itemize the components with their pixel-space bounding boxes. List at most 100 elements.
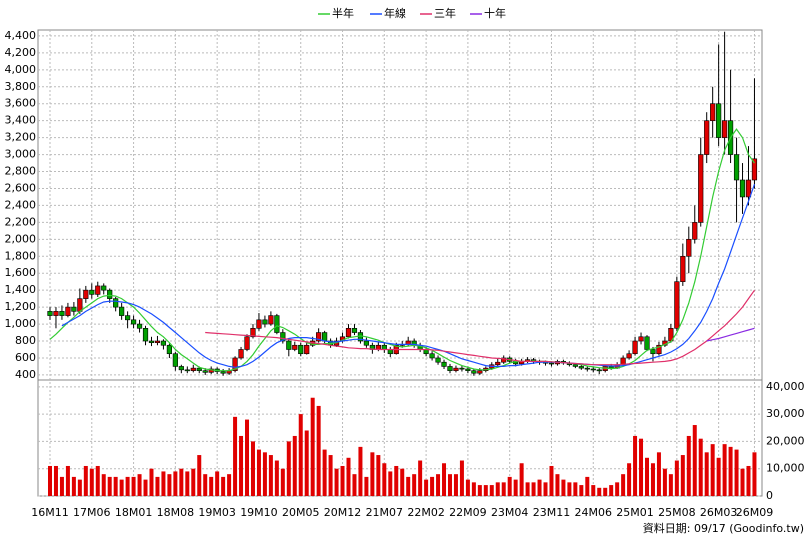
candle-body: [351, 328, 358, 333]
volume-bar: [567, 482, 572, 496]
candle-body: [274, 315, 280, 333]
x-tick-label: 18M08: [157, 506, 195, 519]
volume-bar: [406, 476, 411, 496]
y2-tick-label: 0: [766, 489, 773, 502]
y-tick-label: 600: [15, 351, 36, 364]
candle-body: [71, 306, 77, 312]
volume-bar: [83, 465, 88, 496]
volume-bar: [728, 446, 733, 496]
volume-bar: [131, 476, 136, 496]
volume-bar: [722, 444, 727, 496]
volume-bar: [59, 476, 64, 496]
volume-bar: [531, 482, 536, 496]
candle-body: [578, 366, 584, 369]
volume-bar: [298, 414, 303, 496]
volume-bar: [274, 460, 279, 496]
candle-body: [322, 332, 328, 342]
x-tick-label: 16M11: [31, 506, 69, 519]
volume-bar: [609, 485, 614, 496]
volume-bar: [591, 485, 596, 496]
volume-bar: [107, 476, 112, 496]
volume-bar: [412, 474, 417, 496]
candle-body: [704, 120, 710, 155]
volume-bar: [477, 485, 482, 496]
y-tick-label: 3,000: [5, 148, 37, 161]
candle-body: [220, 371, 226, 374]
candle-body: [142, 328, 149, 342]
x-tick-label: 20M05: [282, 506, 320, 519]
candle-body: [232, 357, 238, 371]
volume-bar: [746, 465, 751, 496]
volume-bar: [585, 476, 590, 496]
volume-bar: [304, 430, 309, 496]
volume-bar: [203, 474, 208, 496]
candle-body: [710, 103, 716, 121]
candle-body: [160, 340, 167, 346]
candle-body: [590, 368, 596, 371]
candle-body: [130, 319, 137, 325]
candle-body: [644, 336, 650, 350]
y-tick-label: 3,200: [5, 131, 37, 144]
volume-bar: [328, 455, 333, 496]
volume-bar: [388, 471, 393, 496]
candle-body: [459, 367, 465, 370]
candle-body: [113, 298, 119, 308]
ma-line: [49, 128, 755, 372]
volume-bar: [579, 485, 584, 496]
volume-bar: [101, 474, 106, 496]
volume-bar: [179, 468, 184, 496]
volume-bar: [627, 463, 632, 496]
candle-body: [184, 369, 190, 372]
candle-body: [244, 336, 250, 350]
candle-body: [154, 340, 161, 344]
y-tick-label: 1,000: [5, 317, 37, 330]
x-tick-label: 25M01: [616, 506, 654, 519]
candle-body: [471, 370, 477, 374]
volume-bar: [543, 482, 548, 496]
volume-bar: [561, 479, 566, 496]
y-tick-label: 4,000: [5, 63, 37, 76]
volume-bar: [430, 476, 435, 496]
x-tick-label: 19M10: [240, 506, 278, 519]
candle-body: [238, 349, 244, 359]
x-tick-label: 23M04: [491, 506, 529, 519]
volume-bar: [436, 474, 441, 496]
volume-bar: [442, 463, 447, 496]
volume-bar: [173, 471, 178, 496]
volume-bar: [322, 449, 327, 496]
candle-body: [686, 239, 692, 257]
volume-bar: [447, 474, 452, 496]
volume-bar: [95, 465, 100, 496]
y2-tick-label: 20,000: [766, 434, 805, 447]
candle-body: [101, 285, 107, 291]
volume-bar: [692, 425, 697, 496]
candle-body: [125, 315, 131, 321]
x-tick-label: 21M07: [366, 506, 404, 519]
y-tick-label: 2,400: [5, 198, 37, 211]
candle-body: [548, 362, 555, 365]
x-tick-label: 22M09: [449, 506, 487, 519]
volume-bar: [48, 465, 52, 496]
volume-bar: [197, 455, 202, 496]
volume-bar: [400, 468, 405, 496]
volume-bar: [465, 479, 470, 496]
volume-bar: [597, 487, 602, 496]
volume-bar: [495, 482, 500, 496]
legend-label: 三年: [434, 6, 456, 20]
candle-body: [447, 366, 453, 371]
volume-bar: [471, 482, 476, 496]
volume-bar: [662, 468, 667, 496]
candle-body: [190, 367, 196, 371]
candle-body: [148, 340, 155, 344]
candle-body: [196, 367, 202, 371]
y-tick-label: 800: [15, 334, 36, 347]
y-tick-label: 1,200: [5, 300, 37, 313]
y-tick-label: 1,800: [5, 249, 37, 262]
volume-bar: [227, 474, 232, 496]
volume-bar: [615, 482, 620, 496]
y-tick-label: 2,600: [5, 181, 37, 194]
y-tick-label: 1,600: [5, 266, 37, 279]
volume-bar: [501, 482, 506, 496]
candle-body: [638, 336, 644, 342]
candle-body: [626, 353, 632, 359]
